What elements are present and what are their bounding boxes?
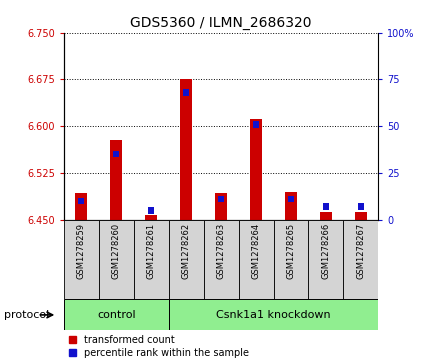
Bar [78, 197, 84, 204]
Bar [169, 220, 204, 299]
Text: GSM1278264: GSM1278264 [252, 223, 260, 279]
Bar [308, 220, 344, 299]
Bar [145, 215, 158, 220]
Text: GSM1278265: GSM1278265 [286, 223, 296, 279]
Bar [180, 79, 192, 220]
Text: GSM1278259: GSM1278259 [77, 223, 86, 279]
Bar [134, 220, 169, 299]
Bar [323, 203, 329, 210]
Text: GSM1278261: GSM1278261 [147, 223, 156, 279]
Bar [64, 220, 99, 299]
Bar [358, 203, 364, 210]
Bar [75, 193, 88, 220]
Bar [288, 196, 294, 202]
Bar [169, 299, 378, 330]
Bar [110, 140, 122, 220]
Text: GSM1278266: GSM1278266 [322, 223, 330, 279]
Text: protocol: protocol [4, 310, 50, 320]
Legend: transformed count, percentile rank within the sample: transformed count, percentile rank withi… [69, 335, 249, 358]
Text: GSM1278262: GSM1278262 [182, 223, 191, 279]
Text: GSM1278263: GSM1278263 [216, 223, 226, 279]
Bar [250, 119, 262, 220]
Bar [204, 220, 238, 299]
Bar [148, 207, 154, 213]
Bar [320, 212, 332, 220]
Bar [218, 196, 224, 202]
Title: GDS5360 / ILMN_2686320: GDS5360 / ILMN_2686320 [130, 16, 312, 30]
Bar [215, 193, 227, 220]
Bar [113, 151, 119, 158]
Bar [344, 220, 378, 299]
Bar [253, 121, 259, 127]
Bar [99, 220, 134, 299]
Text: GSM1278260: GSM1278260 [112, 223, 121, 279]
Bar [274, 220, 308, 299]
Bar [238, 220, 274, 299]
Bar [285, 192, 297, 220]
Text: GSM1278267: GSM1278267 [356, 223, 366, 279]
Text: Csnk1a1 knockdown: Csnk1a1 knockdown [216, 310, 331, 320]
Text: control: control [97, 310, 136, 320]
Bar [355, 212, 367, 220]
Bar [64, 299, 169, 330]
Bar [183, 89, 189, 96]
